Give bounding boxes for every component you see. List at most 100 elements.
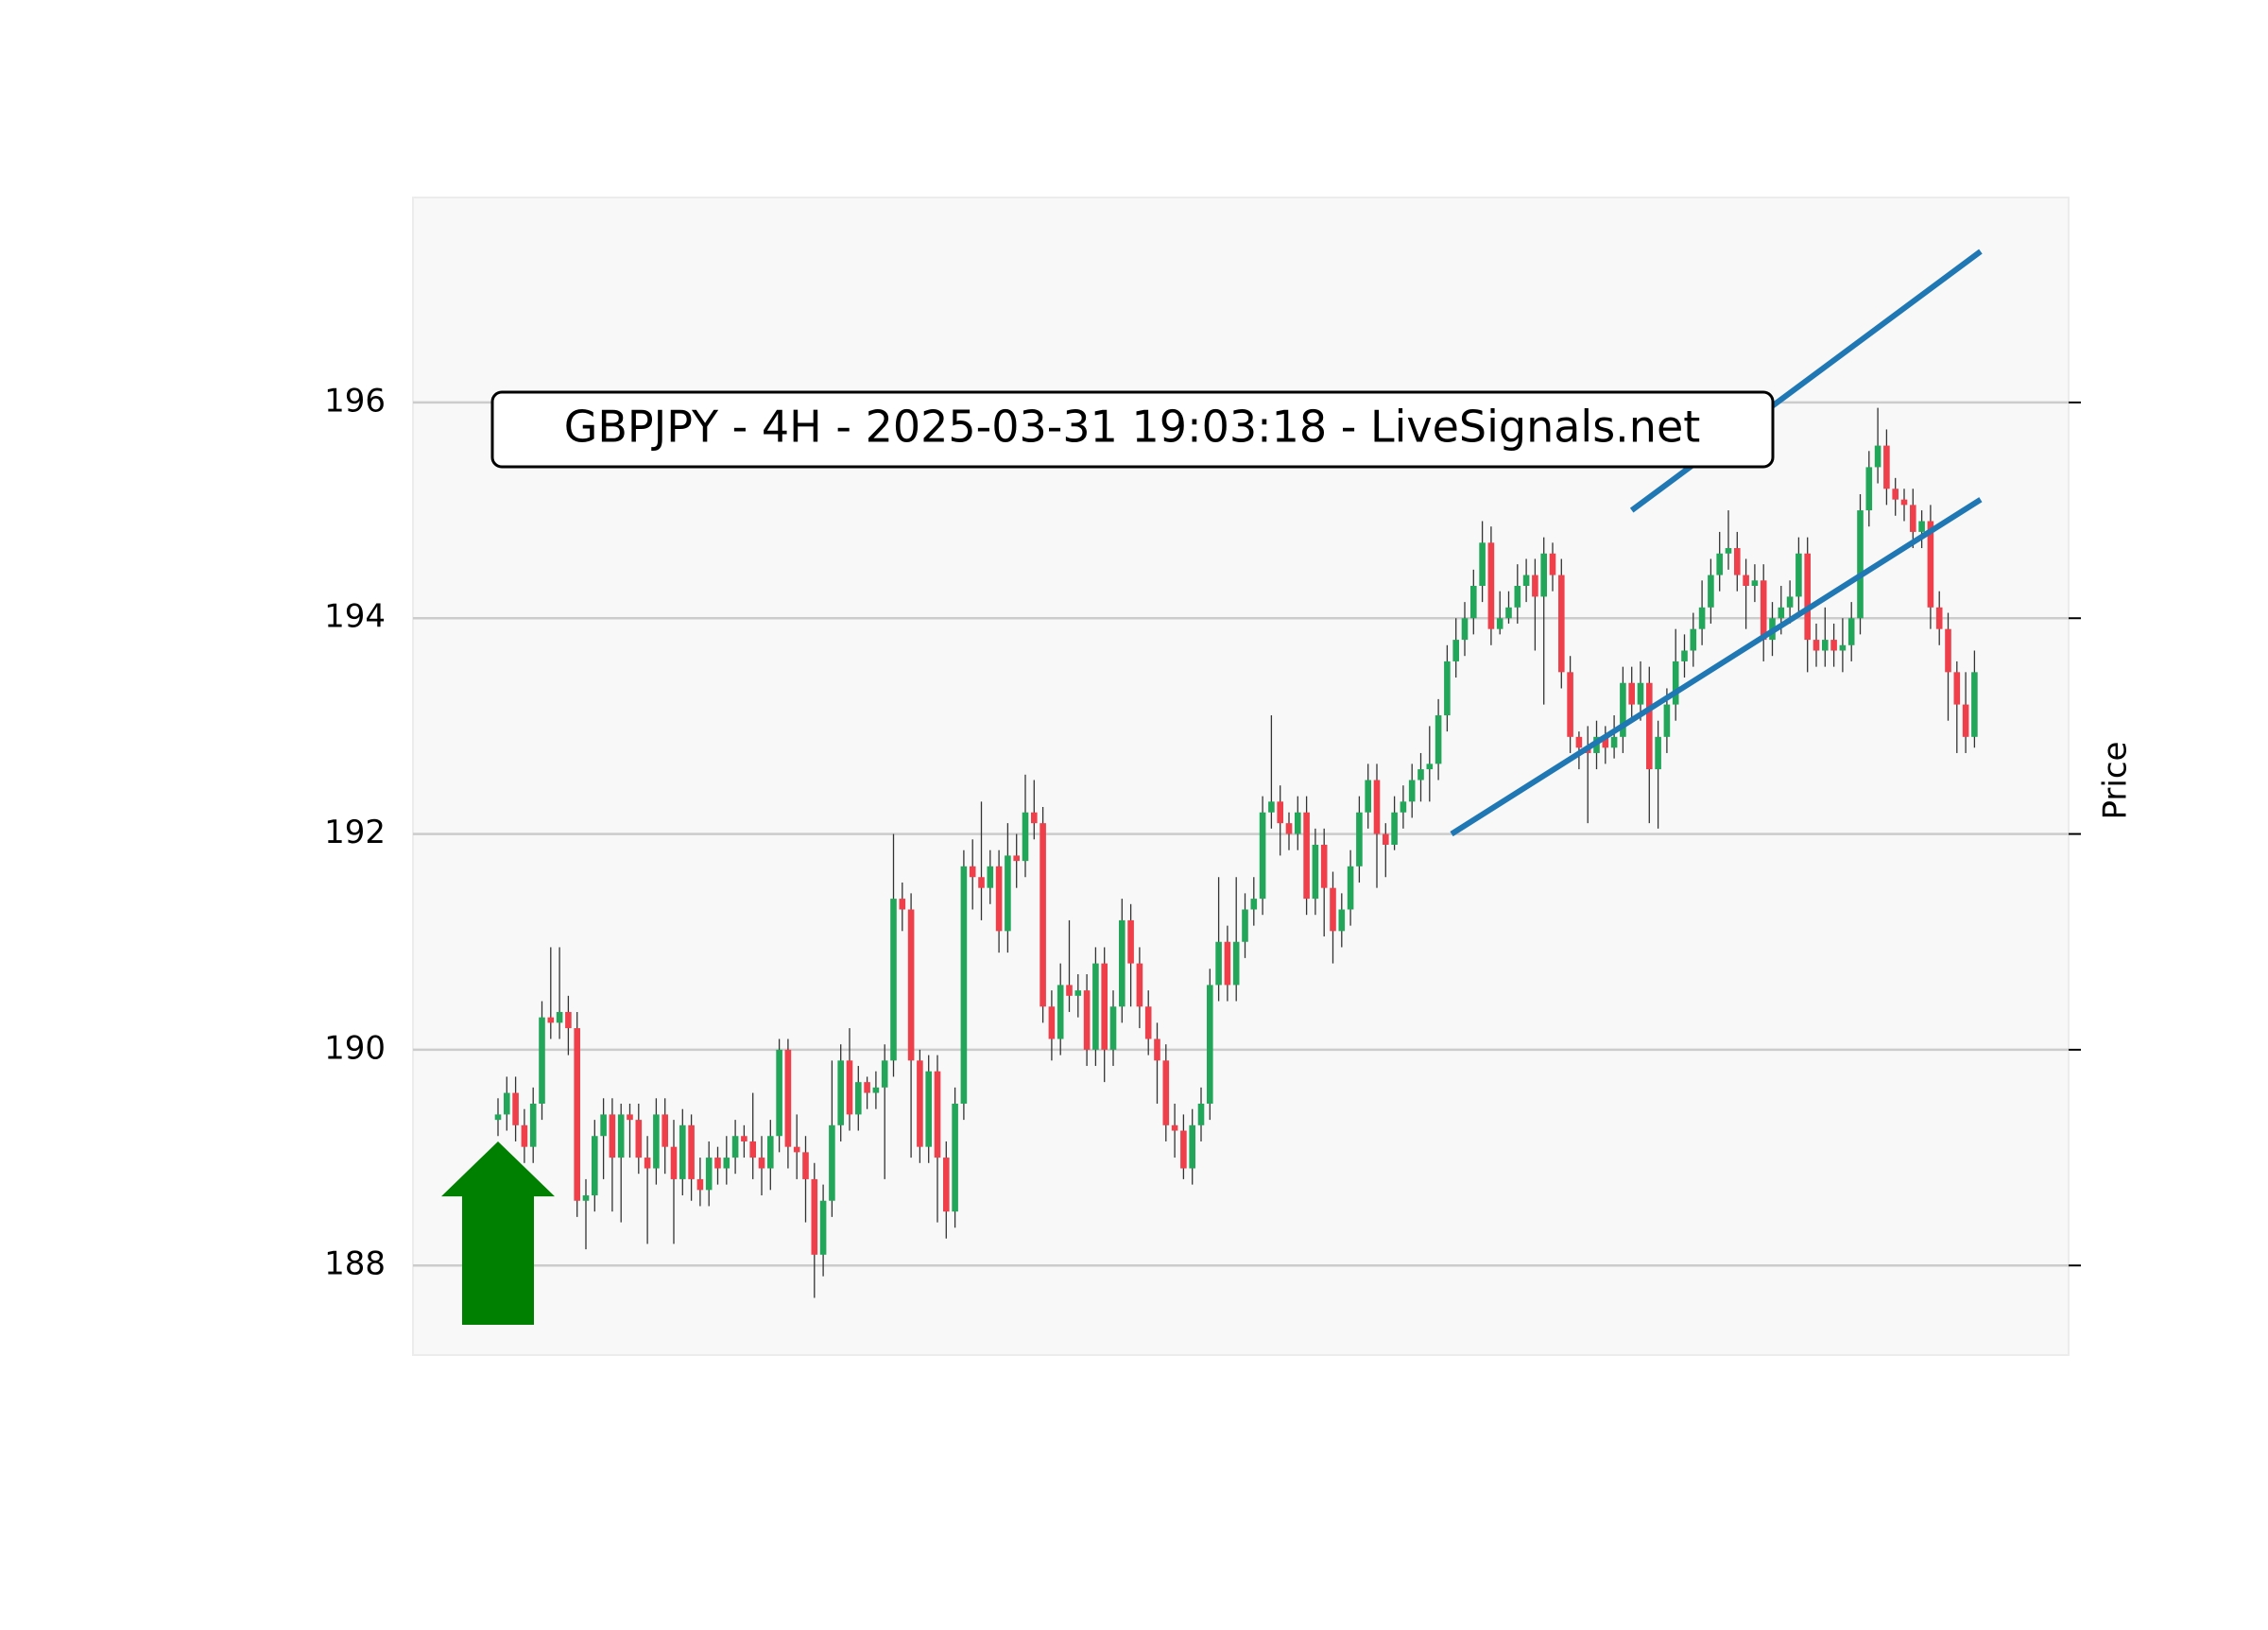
candle-body: [1646, 682, 1653, 770]
candle-body: [1796, 553, 1802, 597]
candle-body: [1804, 553, 1811, 641]
candle-body: [1242, 909, 1248, 942]
candle-body: [1224, 941, 1231, 986]
candle-body: [1013, 855, 1020, 862]
candle-body: [705, 1158, 713, 1191]
candle-body: [1830, 640, 1837, 651]
candle-body: [1031, 812, 1038, 824]
candle-body: [1391, 812, 1398, 845]
candle-body: [1874, 445, 1881, 468]
candle-body: [1268, 801, 1275, 813]
candle-body: [1171, 1124, 1178, 1131]
candle-body: [1005, 855, 1011, 932]
y-axis-label: Price: [2097, 742, 2135, 820]
candle-body: [1452, 640, 1459, 661]
candle-body: [1197, 1103, 1205, 1125]
y-tick-label: 194: [324, 598, 386, 636]
candle-body: [758, 1158, 765, 1169]
candle-body: [1725, 548, 1732, 554]
candle-body: [1865, 467, 1873, 511]
candle-body: [1285, 823, 1293, 834]
candle-body: [846, 1060, 853, 1115]
candle-body: [1751, 580, 1759, 586]
candle-body: [1655, 736, 1661, 770]
candle-body: [662, 1114, 668, 1147]
candle-body: [1295, 812, 1301, 834]
candle-body: [592, 1136, 598, 1196]
candle-body: [1408, 780, 1416, 802]
candle-body: [1610, 736, 1618, 748]
candle-body: [1786, 596, 1794, 608]
candle-body: [1312, 844, 1319, 900]
candle-body: [670, 1146, 678, 1179]
candle-body: [881, 1060, 888, 1088]
candle-body: [1277, 801, 1283, 824]
candle-body: [1479, 542, 1486, 586]
candle-body: [978, 877, 985, 888]
candle-body: [1320, 844, 1328, 888]
candle-body: [1461, 618, 1469, 641]
candle-body: [1892, 489, 1899, 500]
candle-body: [1839, 644, 1847, 651]
candle-body: [1708, 575, 1714, 608]
candle-body: [512, 1092, 519, 1125]
candle-body: [1663, 704, 1671, 737]
candle-body: [749, 1141, 756, 1158]
candle-body: [1418, 769, 1424, 781]
candle-body: [784, 1049, 792, 1147]
candle-body: [1558, 575, 1565, 673]
candle-body: [1971, 672, 1978, 737]
candle-body: [1847, 618, 1855, 645]
candle-body: [1383, 833, 1389, 845]
candle-body: [1338, 909, 1346, 932]
candle-body: [995, 866, 1003, 932]
candle-body: [1207, 985, 1213, 1104]
candle-body: [600, 1114, 607, 1137]
candle-body: [653, 1114, 660, 1169]
candle-body: [539, 1017, 545, 1104]
candle-body: [943, 1158, 950, 1212]
candle-body: [635, 1120, 643, 1158]
candle-body: [1119, 919, 1125, 1007]
candle-body: [1532, 575, 1538, 597]
candle-body: [1048, 1006, 1056, 1039]
y-tick-label: 192: [324, 814, 386, 851]
candle-body: [899, 899, 906, 910]
candle-body: [1672, 661, 1679, 705]
candle-body: [1259, 812, 1266, 900]
candle-body: [1681, 650, 1688, 661]
y-tick-label: 190: [324, 1029, 386, 1067]
candle-body: [609, 1114, 616, 1158]
candle-body: [1180, 1130, 1187, 1169]
y-tick-label: 196: [324, 382, 386, 420]
candle-body: [679, 1124, 686, 1179]
candle-body: [767, 1136, 774, 1169]
candle-body: [819, 1200, 827, 1255]
candle-body: [1101, 963, 1108, 1050]
candle-body: [1778, 607, 1785, 619]
candle-body: [1734, 548, 1741, 575]
candle-body: [776, 1049, 782, 1137]
candle-body: [741, 1136, 747, 1141]
candle-body: [1127, 919, 1134, 964]
candle-body: [1057, 985, 1064, 1039]
candle-body: [1083, 990, 1091, 1050]
candle-body: [556, 1011, 563, 1023]
candle-body: [1400, 801, 1407, 813]
candle-body: [617, 1114, 625, 1158]
candle-body: [960, 866, 968, 1104]
candle-body: [1690, 628, 1697, 651]
candle-body: [1232, 941, 1240, 986]
y-tick-label: 188: [324, 1245, 386, 1283]
candle-body: [582, 1195, 590, 1201]
candle-body: [1426, 764, 1434, 770]
candle-body: [1347, 866, 1354, 910]
candle-body: [1092, 963, 1099, 1050]
candle-body: [1918, 521, 1925, 532]
candle-body: [1109, 1006, 1117, 1050]
candle-body: [547, 1017, 555, 1023]
candle-body: [917, 1060, 923, 1147]
candle-body: [934, 1071, 941, 1158]
candle-body: [1522, 575, 1530, 586]
candle-body: [907, 909, 915, 1061]
